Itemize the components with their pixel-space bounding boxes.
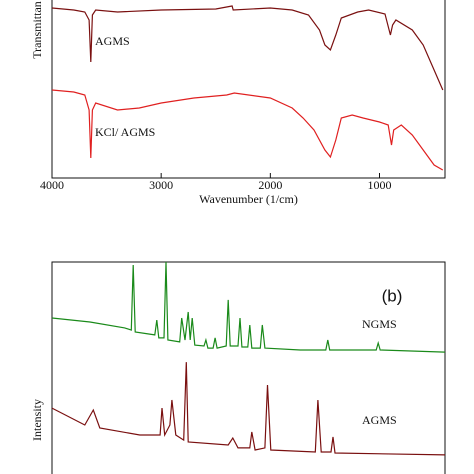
series-label: NGMS: [362, 317, 397, 331]
x-tick-label: 1000: [368, 178, 392, 192]
plot-frame: [51, 0, 446, 179]
x-tick-label: 3000: [149, 178, 173, 192]
plot-frame: [51, 261, 446, 474]
series-label: AGMS: [362, 413, 397, 427]
x-axis-label: Wavenumber (1/cm): [199, 192, 298, 206]
y-axis-label: Transmittan: [30, 1, 44, 59]
plot-area: [52, 5, 444, 171]
spectrum-line: [52, 262, 445, 353]
spectrum-line: [52, 89, 444, 171]
spectrum-line: [52, 362, 445, 456]
y-axis-label: Intensity: [30, 399, 44, 441]
series-label: KCl/ AGMS: [95, 125, 155, 139]
spectrum-line: [52, 5, 444, 91]
panel-label: (b): [382, 286, 403, 305]
plot-area: [52, 262, 445, 456]
x-tick-label: 4000: [40, 178, 64, 192]
series-label: AGMS: [95, 34, 130, 48]
x-tick-label: 2000: [258, 178, 282, 192]
